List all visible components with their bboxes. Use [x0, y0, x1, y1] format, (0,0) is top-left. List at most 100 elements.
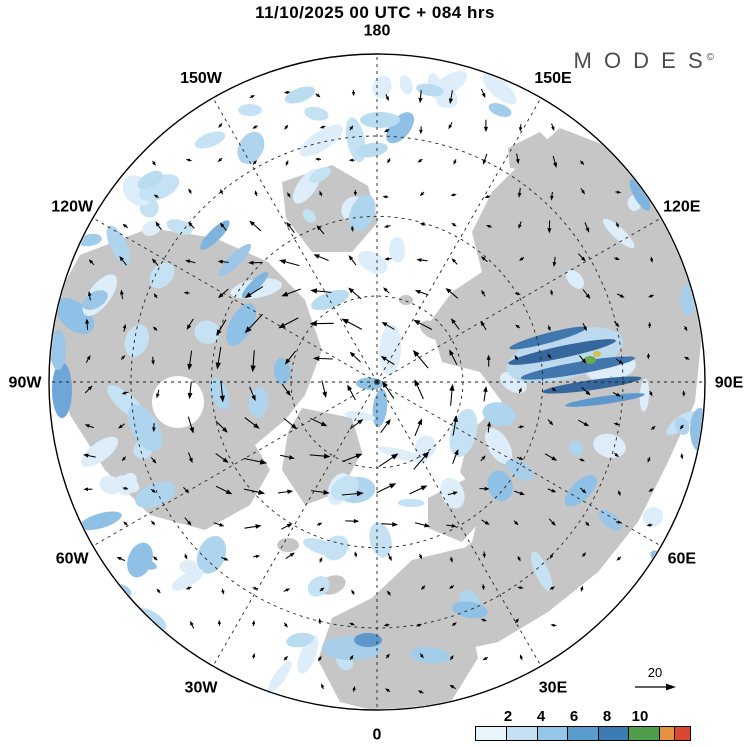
wind-arrow-head	[350, 622, 356, 626]
shaded-patch	[142, 220, 161, 237]
shaded-patch	[564, 475, 597, 507]
wind-arrow-head	[320, 587, 325, 592]
wind-arrow-head	[683, 326, 688, 332]
wind-arrow-head	[483, 126, 488, 133]
wind-arrow	[309, 454, 327, 457]
shaded-feature	[311, 289, 349, 311]
wind-arrow	[243, 488, 262, 494]
wind-arrow-head	[550, 195, 554, 201]
modes-logo-text: M O D E S	[573, 48, 706, 73]
wind-arrow-head	[83, 487, 88, 492]
wind-arrow-head	[222, 457, 229, 463]
shaded-feature	[241, 271, 269, 299]
wind-arrow-head	[518, 127, 523, 132]
wind-arrow-head	[585, 522, 590, 527]
wind-arrow-head	[519, 491, 525, 496]
wind-arrow	[220, 380, 224, 399]
wind-arrow-head	[646, 355, 651, 360]
wind-arrow-head	[217, 619, 222, 625]
shaded-feature	[200, 220, 230, 250]
shaded-patch	[593, 433, 626, 458]
colorbar-segment	[506, 727, 537, 740]
wind-arrow-head	[153, 293, 158, 298]
wind-arrow-head	[322, 391, 327, 398]
wind-arrow-head	[116, 556, 122, 561]
wind-arrow-head	[189, 427, 194, 434]
wind-arrow-head	[618, 360, 624, 365]
wind-arrow-head	[482, 618, 487, 622]
wind-arrow-head	[680, 455, 684, 460]
wind-arrow-head	[519, 585, 524, 590]
wind-arrow-head	[152, 161, 156, 166]
shaded-patch	[344, 410, 376, 421]
wind-arrow-head	[549, 291, 554, 296]
wind-arrow-head	[418, 555, 422, 560]
wind-arrow-head	[392, 522, 399, 527]
wind-arrow-head	[419, 654, 424, 659]
wind-arrow-head	[349, 125, 354, 130]
colorbar-segment	[567, 727, 598, 740]
wind-arrow-head	[151, 521, 156, 526]
wind-arrow-head	[615, 256, 620, 260]
shaded-patch	[248, 387, 269, 418]
wind-arrow-head	[86, 355, 91, 360]
wind-arrow-head	[259, 459, 268, 465]
wind-arrow-head	[648, 488, 653, 492]
wind-arrow-head	[244, 326, 252, 334]
wind-arrow-head	[452, 415, 458, 423]
wind-arrow-head	[417, 418, 422, 426]
landmass	[594, 232, 652, 302]
wind-arrow-head	[225, 489, 233, 495]
wind-arrow-head	[387, 159, 391, 164]
wind-arrow-head	[581, 358, 587, 364]
wind-arrow-head	[347, 384, 353, 391]
wind-arrow-head	[388, 556, 392, 562]
wind-arrow-head	[384, 257, 389, 261]
shaded-feature	[508, 339, 616, 365]
shaded-patch	[372, 388, 388, 428]
wind-arrow-head	[451, 222, 456, 227]
wind-arrow-head	[416, 258, 422, 262]
wind-arrow	[247, 313, 263, 331]
wind-arrow-head	[482, 656, 487, 661]
water-body	[224, 169, 260, 195]
wind-arrow-head	[281, 291, 289, 297]
wind-arrow-head	[481, 289, 485, 295]
wind-arrow-head	[155, 221, 160, 227]
wind-arrow-head	[252, 652, 256, 658]
wind-arrow-head	[185, 586, 191, 590]
wind-arrow-head	[187, 363, 193, 371]
wind-arrow-head	[585, 390, 591, 396]
wind-arrow-head	[417, 158, 422, 163]
meridian-line	[376, 97, 542, 383]
longitude-label: 90W	[9, 375, 43, 392]
wind-arrow-head	[87, 291, 92, 296]
wind-arrow-head	[244, 292, 252, 299]
wind-arrow-head	[550, 586, 556, 590]
wind-arrow-head	[514, 521, 519, 526]
shaded-patch	[194, 320, 220, 344]
wind-arrow-head	[551, 126, 555, 131]
wind-arrow-head	[514, 292, 519, 296]
wind-arrow-head	[123, 521, 128, 526]
wind-arrow-head	[190, 620, 194, 626]
copyright-icon: ©	[706, 51, 714, 63]
wind-arrow-head	[279, 259, 287, 265]
wind-arrow-head	[481, 92, 486, 98]
meridian-line	[376, 381, 542, 667]
shaded-patch	[377, 446, 428, 464]
wind-arrow-head	[614, 453, 619, 458]
wind-arrow-head	[121, 457, 126, 462]
longitude-label: 0	[373, 727, 382, 744]
wind-arrow-head	[122, 487, 127, 491]
wind-reference: 20	[630, 666, 680, 693]
shaded-patch	[166, 219, 193, 235]
wind-arrow-head	[481, 585, 485, 591]
shaded-patch	[179, 560, 198, 574]
wind-arrow-head	[278, 322, 286, 329]
shaded-patch	[349, 194, 376, 232]
wind-arrow-head	[484, 520, 490, 525]
wind-arrow-head	[519, 257, 524, 261]
wind-arrow	[247, 286, 264, 297]
